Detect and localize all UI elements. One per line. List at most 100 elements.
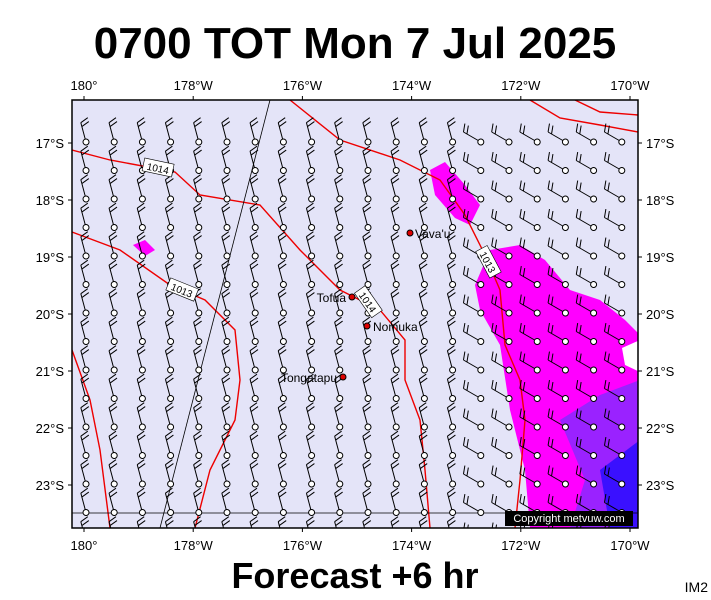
wind-barb: [547, 123, 569, 146]
barb-staff: [519, 188, 535, 198]
wind-barb: [277, 345, 287, 374]
barb-flag: [80, 516, 89, 523]
barb-staff: [108, 208, 114, 225]
barb-flag: [137, 149, 146, 156]
barb-flag: [522, 438, 526, 448]
barb-flag: [551, 125, 554, 135]
barb-flag: [362, 316, 371, 323]
barb-station: [505, 338, 513, 345]
wind-barb: [334, 516, 343, 528]
barb-staff: [576, 473, 592, 483]
barb-flag: [391, 406, 400, 412]
barb-station: [364, 281, 372, 288]
barb-flag: [307, 235, 315, 241]
barb-flag: [165, 402, 173, 409]
barb-station: [251, 309, 259, 317]
barb-flag: [81, 434, 90, 441]
barb-station: [420, 195, 428, 203]
barb-flag: [362, 430, 371, 437]
wind-barb: [446, 202, 457, 231]
barb-flag: [278, 292, 287, 298]
barb-flag: [335, 235, 343, 241]
barb-flag: [547, 180, 550, 190]
barb-staff: [362, 464, 368, 482]
barb-flag: [249, 174, 258, 181]
barb-flag: [607, 353, 610, 363]
barb-flag: [466, 125, 469, 135]
barb-flag: [491, 180, 494, 190]
barb-station: [195, 480, 203, 488]
barb-flag: [80, 402, 89, 409]
wind-barb: [418, 487, 428, 516]
wind-barb: [519, 208, 541, 231]
barb-flag: [547, 408, 550, 418]
barb-flag: [551, 353, 554, 363]
barb-flag: [222, 121, 231, 127]
barb-station: [110, 195, 118, 203]
barb-flag: [466, 267, 469, 277]
barb-staff: [80, 493, 86, 510]
barb-flag: [80, 373, 89, 380]
barb-staff: [463, 245, 479, 255]
barb-staff: [221, 236, 227, 254]
barb-staff: [80, 436, 86, 453]
barb-flag: [391, 263, 400, 270]
barb-flag: [136, 202, 145, 209]
barb-station: [110, 423, 118, 431]
lon-label: 176°W: [283, 538, 323, 553]
lat-label: 23°S: [36, 478, 65, 493]
barb-staff: [547, 245, 564, 255]
barb-flag: [447, 288, 455, 295]
barb-staff: [390, 265, 396, 282]
wind-barb: [305, 402, 316, 431]
barb-staff: [519, 245, 535, 255]
barb-flag: [166, 320, 174, 327]
barb-flag: [466, 438, 469, 448]
lat-label: 17°S: [36, 136, 65, 151]
barb-staff: [249, 379, 255, 396]
barb-staff: [463, 217, 479, 227]
barb-flag: [519, 237, 522, 247]
barb-flag: [335, 349, 343, 355]
barb-flag: [80, 288, 89, 295]
barb-station: [477, 537, 485, 545]
wind-barb: [575, 351, 598, 374]
barb-station: [420, 395, 428, 402]
barb-staff: [390, 122, 396, 140]
barb-flag: [250, 121, 259, 127]
barb-flag: [137, 178, 146, 184]
barb-staff: [491, 245, 507, 255]
barb-station: [336, 281, 344, 288]
barb-flag: [494, 495, 498, 505]
barb-flag: [249, 145, 258, 152]
barb-flag: [390, 402, 399, 409]
wind-barb: [221, 345, 231, 374]
barb-flag: [419, 434, 428, 441]
barb-flag: [607, 210, 610, 220]
barb-flag: [494, 153, 498, 163]
barb-staff: [334, 521, 340, 528]
barb-station: [251, 423, 259, 431]
barb-flag: [277, 288, 286, 295]
barb-station: [110, 281, 118, 288]
wind-barb: [519, 322, 541, 345]
barb-station: [167, 138, 175, 146]
barb-staff: [463, 445, 479, 455]
barb-station: [533, 366, 541, 374]
barb-flag: [277, 231, 286, 238]
wind-barb: [193, 316, 203, 345]
barb-staff: [221, 521, 227, 528]
barb-station: [336, 138, 344, 146]
barb-staff: [136, 493, 143, 510]
barb-station: [449, 452, 457, 459]
barb-flag: [418, 259, 427, 266]
barb-flag: [278, 434, 287, 441]
barb-flag: [522, 296, 526, 306]
wind-barb: [446, 402, 457, 431]
barb-staff: [277, 407, 284, 425]
barb-station: [279, 195, 287, 203]
barb-staff: [80, 379, 86, 396]
barb-flag: [390, 231, 399, 238]
barb-station: [308, 224, 316, 231]
barb-staff: [334, 236, 340, 254]
